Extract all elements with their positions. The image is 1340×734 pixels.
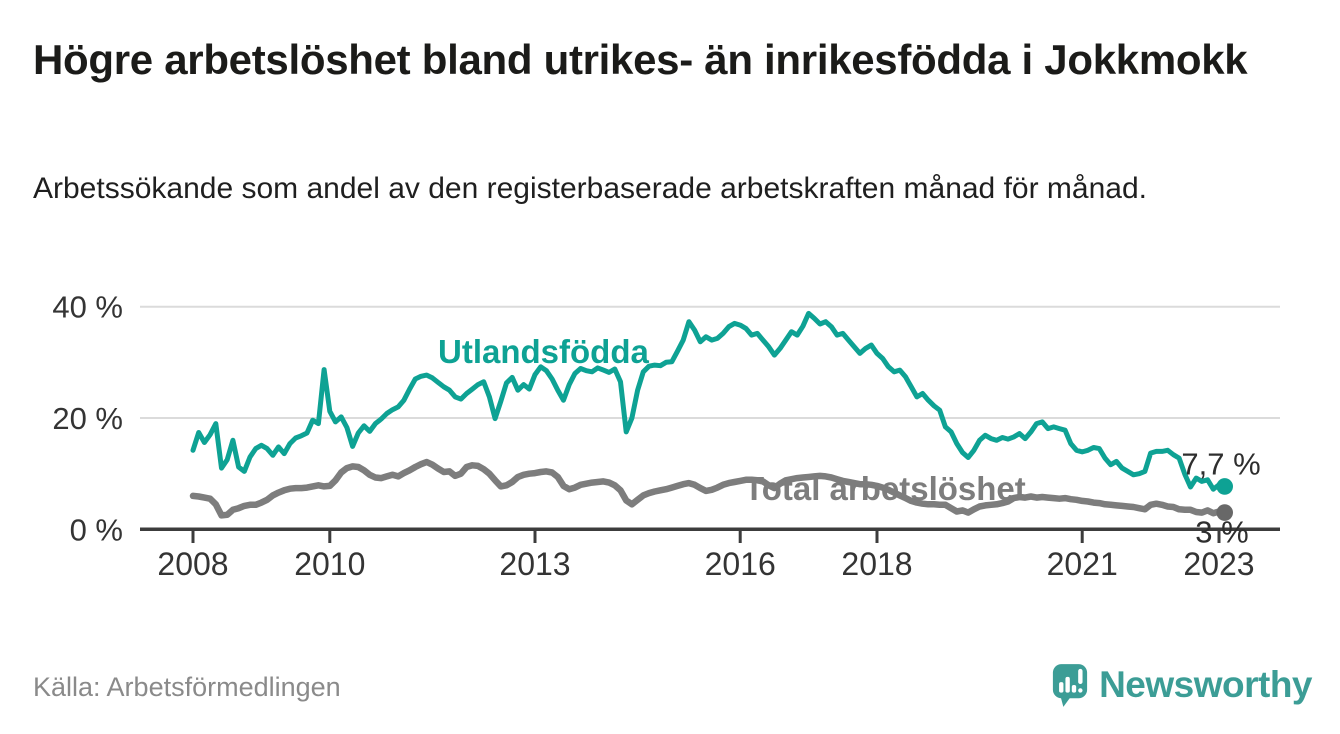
x-tick-label: 2008 <box>157 546 228 582</box>
end-value-label: 7,7 % <box>1181 446 1260 481</box>
newsworthy-logo: Newsworthy <box>1051 656 1312 714</box>
newsworthy-logo-text: Newsworthy <box>1099 664 1312 705</box>
x-tick-label: 2018 <box>841 546 912 582</box>
y-tick-label: 0 % <box>70 512 123 547</box>
x-tick-label: 2023 <box>1183 546 1254 582</box>
series-label: Utlandsfödda <box>438 333 649 370</box>
gridlines <box>140 305 1280 532</box>
x-axis-ticks <box>191 531 1221 543</box>
series-lines <box>189 310 1228 519</box>
series-end-dots <box>1216 478 1233 521</box>
source-note: Källa: Arbetsförmedlingen <box>33 672 341 702</box>
series-line-total <box>189 458 1228 519</box>
series-name-labels: Utlandsfödda Total arbetslöshet <box>438 333 1026 507</box>
x-tick-label: 2010 <box>294 546 365 582</box>
end-dot-utlandsfodda <box>1216 478 1233 495</box>
x-tick-label: 2016 <box>705 546 776 582</box>
newsworthy-logo-icon <box>1052 664 1088 707</box>
series-label: Total arbetslöshet <box>744 470 1026 507</box>
end-dot-total <box>1216 504 1233 521</box>
y-tick-label: 20 % <box>52 401 123 436</box>
x-axis-labels: 2008 2010 2013 2016 2018 2021 2023 <box>157 546 1254 582</box>
end-value-label: 3 % <box>1195 515 1248 550</box>
series-line-utlandsfodda <box>190 310 1228 492</box>
x-tick-label: 2013 <box>499 546 570 582</box>
chart-subtitle: Arbetssökande som andel av den registerb… <box>33 172 1147 205</box>
line-chart: 0 % 20 % 40 % 2008 2010 2013 2016 2018 2021 2023… <box>52 290 1280 582</box>
series-end-value-labels: 7,7 % 3 % <box>1181 446 1260 549</box>
y-tick-label: 40 % <box>52 290 123 325</box>
x-tick-label: 2021 <box>1047 546 1118 582</box>
chart-title: Högre arbetslöshet bland utrikes- än inr… <box>33 36 1248 83</box>
y-axis-labels: 0 % 20 % 40 % <box>52 290 123 548</box>
